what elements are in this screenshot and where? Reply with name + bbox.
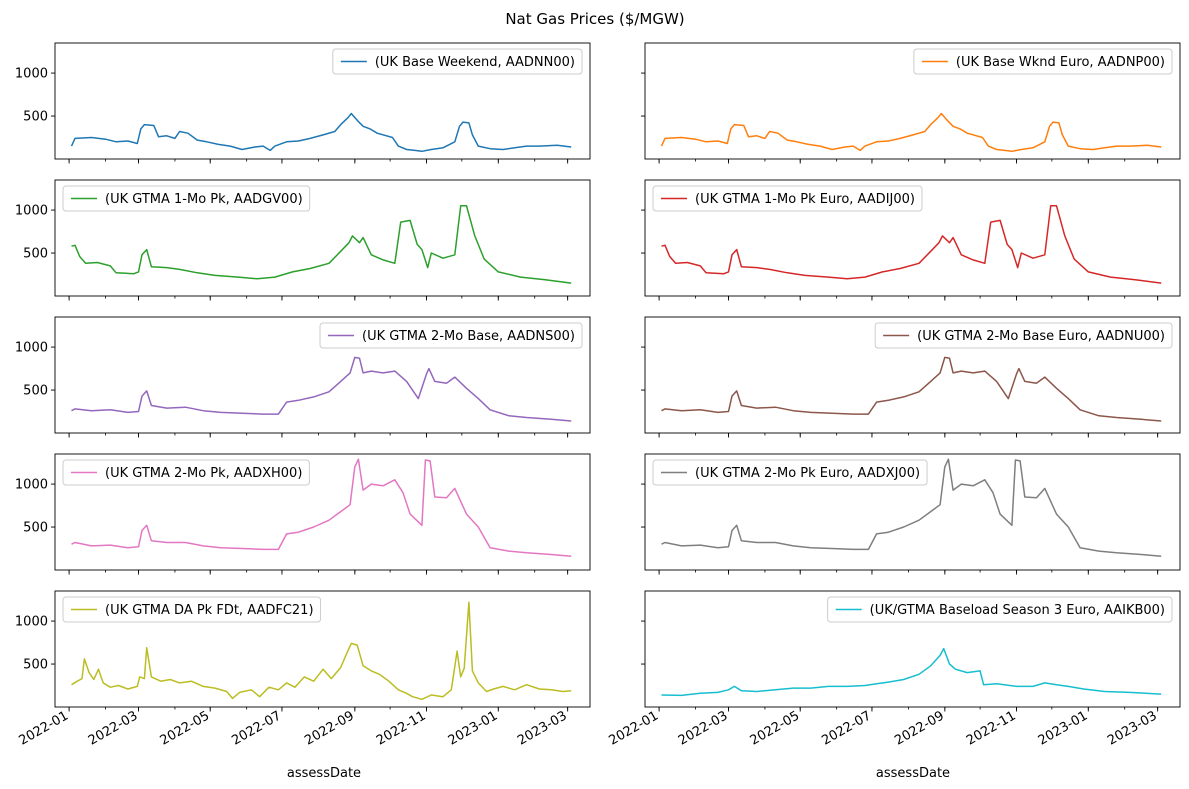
subplot-9: 500 1000 2022-01 2022-03 2022-05 2022-07 2022-… xyxy=(15,590,591,749)
series-line xyxy=(660,112,1162,153)
subplot-4: (UK GTMA 1-Mo Pk Euro, AADIJ00) xyxy=(641,179,1181,301)
legend: (UK GTMA 1-Mo Pk, AADGV00) xyxy=(62,185,311,212)
figure-title: Nat Gas Prices ($/MGW) xyxy=(505,10,684,28)
y-tick-label: 500 xyxy=(23,247,48,262)
subplot-6: (UK GTMA 2-Mo Base Euro, AADNU00) xyxy=(641,316,1181,438)
x-tick-label: 2023-01 xyxy=(1036,708,1091,748)
series-line xyxy=(661,205,1162,284)
x-tick-label: 2022-03 xyxy=(86,708,141,748)
legend-box xyxy=(913,48,1173,75)
legend-box xyxy=(62,596,322,623)
legend-box xyxy=(652,459,928,486)
plot-frame xyxy=(644,590,1181,708)
legend: (UK Base Wknd Euro, AADNP00) xyxy=(913,48,1173,75)
plot-frame xyxy=(644,42,1181,160)
legend-box xyxy=(652,185,923,212)
legend: (UK GTMA 2-Mo Pk Euro, AADXJ00) xyxy=(652,459,928,486)
legend-label: (UK GTMA 1-Mo Pk Euro, AADIJ00) xyxy=(695,192,915,207)
x-axis-label-left: assessDate xyxy=(287,766,361,781)
subplot-8: (UK GTMA 2-Mo Pk Euro, AADXJ00) xyxy=(641,453,1181,575)
y-tick-label: 500 xyxy=(23,521,48,536)
series-line xyxy=(661,356,1162,422)
plot-frame xyxy=(54,316,591,434)
plot-frame xyxy=(54,453,591,571)
x-tick-label: 2022-11 xyxy=(374,708,429,748)
subplot-3: 500 1000 (UK GTMA 1-Mo Pk, AADGV00) xyxy=(15,179,591,301)
x-tick-label: 2022-01 xyxy=(17,708,72,748)
subplot-5: 500 1000 (UK GTMA 2-Mo Base, AADNS00) xyxy=(15,316,591,438)
legend-label: (UK GTMA 2-Mo Base, AADNS00) xyxy=(362,329,575,344)
series-line xyxy=(70,112,572,153)
x-tick-label: 2022-09 xyxy=(892,708,947,748)
legend-label: (UK GTMA 2-Mo Pk Euro, AADXJ00) xyxy=(695,466,920,481)
legend-label: (UK/GTMA Baseload Season 3 Euro, AAIKB00… xyxy=(870,603,1165,618)
legend-label: (UK GTMA DA Pk FDt, AADFC21) xyxy=(105,603,314,618)
x-tick-label: 2022-05 xyxy=(158,708,213,748)
legend: (UK GTMA 2-Mo Base Euro, AADNU00) xyxy=(874,322,1173,349)
plot-frame xyxy=(54,42,591,160)
legend: (UK GTMA 2-Mo Base, AADNS00) xyxy=(319,322,583,349)
x-tick-label: 2022-07 xyxy=(819,708,874,748)
series-line xyxy=(71,601,572,701)
y-tick-label: 1000 xyxy=(15,67,48,82)
subplot-2: (UK Base Wknd Euro, AADNP00) xyxy=(641,42,1181,164)
plot-frame xyxy=(54,590,591,708)
legend: (UK GTMA DA Pk FDt, AADFC21) xyxy=(62,596,322,623)
plot-frame xyxy=(644,316,1181,434)
x-tick-label: 2022-05 xyxy=(748,708,803,748)
plot-frame xyxy=(644,179,1181,297)
legend-label: (UK GTMA 2-Mo Pk, AADXH00) xyxy=(105,466,302,481)
y-tick-label: 500 xyxy=(23,384,48,399)
legend: (UK/GTMA Baseload Season 3 Euro, AAIKB00… xyxy=(827,596,1173,623)
legend: (UK GTMA 1-Mo Pk Euro, AADIJ00) xyxy=(652,185,923,212)
series-line xyxy=(71,458,572,558)
legend: (UK GTMA 2-Mo Pk, AADXH00) xyxy=(62,459,310,486)
legend: (UK Base Weekend, AADNN00) xyxy=(332,48,583,75)
x-tick-label: 2022-01 xyxy=(607,708,662,748)
legend-label: (UK GTMA 1-Mo Pk, AADGV00) xyxy=(105,192,303,207)
x-tick-label: 2022-03 xyxy=(676,708,731,748)
legend-box xyxy=(62,185,311,212)
y-tick-label: 500 xyxy=(23,658,48,673)
legend-box xyxy=(332,48,583,75)
legend-label: (UK Base Wknd Euro, AADNP00) xyxy=(956,55,1165,70)
x-tick-label: 2022-09 xyxy=(302,708,357,748)
x-tick-label: 2022-11 xyxy=(964,708,1019,748)
plot-frame xyxy=(54,179,591,297)
subplot-grid: 500 1000 (UK Base Weekend, AADNN00) (UK Bas… xyxy=(15,42,1181,749)
x-tick-label: 2023-01 xyxy=(446,708,501,748)
series-line xyxy=(661,647,1162,697)
y-tick-label: 1000 xyxy=(15,204,48,219)
legend-box xyxy=(827,596,1173,623)
legend-label: (UK Base Weekend, AADNN00) xyxy=(375,55,575,70)
y-tick-label: 1000 xyxy=(15,615,48,630)
legend-label: (UK GTMA 2-Mo Base Euro, AADNU00) xyxy=(917,329,1165,344)
x-axis-label-right: assessDate xyxy=(876,766,950,781)
y-tick-label: 1000 xyxy=(15,341,48,356)
legend-box xyxy=(62,459,310,486)
legend-box xyxy=(319,322,583,349)
x-tick-label: 2022-07 xyxy=(229,708,284,748)
subplot-1: 500 1000 (UK Base Weekend, AADNN00) xyxy=(15,42,591,164)
x-tick-label: 2023-03 xyxy=(515,708,570,748)
subplot-7: 500 1000 (UK GTMA 2-Mo Pk, AADXH00) xyxy=(15,453,591,575)
subplot-10: 2022-01 2022-03 2022-05 2022-07 2022-09 2022-… xyxy=(607,590,1181,749)
legend-box xyxy=(874,322,1173,349)
y-tick-label: 500 xyxy=(23,110,48,125)
series-line xyxy=(661,458,1162,558)
plot-frame xyxy=(644,453,1181,571)
x-tick-label: 2023-03 xyxy=(1105,708,1160,748)
series-line xyxy=(71,356,572,422)
y-tick-label: 1000 xyxy=(15,478,48,493)
series-line xyxy=(71,205,572,284)
